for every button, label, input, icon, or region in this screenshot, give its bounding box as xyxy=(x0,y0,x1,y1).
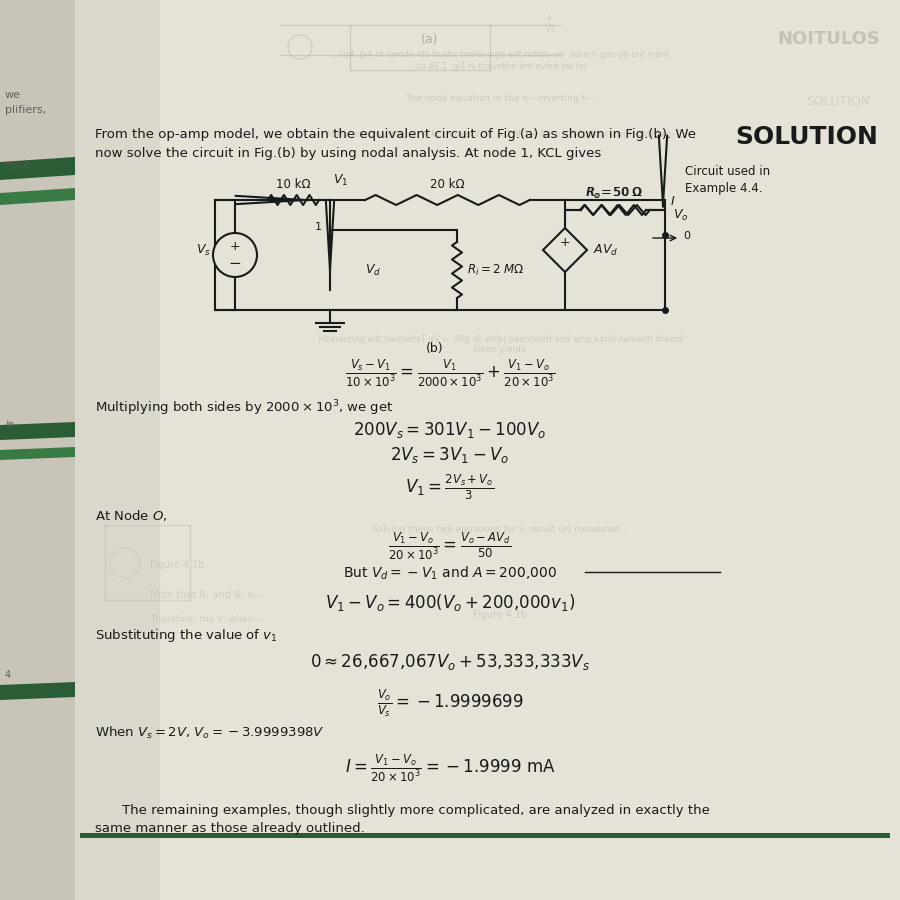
Polygon shape xyxy=(0,447,75,460)
Text: $V_1$: $V_1$ xyxy=(333,173,348,188)
Text: $V_1 = \frac{2V_s + V_o}{3}$: $V_1 = \frac{2V_s + V_o}{3}$ xyxy=(405,472,495,501)
Polygon shape xyxy=(75,0,900,900)
Text: plifiers,: plifiers, xyxy=(5,105,46,115)
Text: NOITULOS: NOITULOS xyxy=(778,30,880,48)
Text: $I$: $I$ xyxy=(670,195,675,208)
Polygon shape xyxy=(0,0,75,900)
Text: The remaining examples, though slightly more complicated, are analyzed in exactl: The remaining examples, though slightly … xyxy=(105,804,710,817)
Text: Circuit used in
Example 4.4.: Circuit used in Example 4.4. xyxy=(685,165,770,195)
Polygon shape xyxy=(0,188,75,205)
Text: 10 kΩ: 10 kΩ xyxy=(276,178,310,191)
Text: From the op-amp model, we obtain the equivalent circuit of Fig.(a) as shown in F: From the op-amp model, we obtain the equ… xyxy=(95,128,696,141)
Text: ...lig4 .gi4 ot nwode ets tiustic tnelevinge ent niztdo ew ,leborn gns-go ent mo: ...lig4 .gi4 ot nwode ets tiustic tnelev… xyxy=(331,50,670,59)
Text: $R_o = 50\ \Omega$: $R_o = 50\ \Omega$ xyxy=(586,186,643,201)
Text: Note that R, and R, a---: Note that R, and R, a--- xyxy=(150,590,264,600)
Text: $V_1 - V_o = 400(V_o + 200{,}000v_1)$: $V_1 - V_o = 400(V_o + 200{,}000v_1)$ xyxy=(325,592,575,613)
Text: +: + xyxy=(230,240,240,254)
Polygon shape xyxy=(543,228,587,272)
Text: Multiplying both sides by $2000 \times 10^3$, we get: Multiplying both sides by $2000 \times 1… xyxy=(95,398,393,418)
Text: $V_s$: $V_s$ xyxy=(195,242,211,257)
Text: 1: 1 xyxy=(314,222,321,232)
Polygon shape xyxy=(75,0,160,900)
Text: (b): (b) xyxy=(427,342,444,355)
Text: SOLUTION: SOLUTION xyxy=(806,95,870,108)
Text: At the noninverting V, + KCL gives V, R, = 2 MΩ + AV, v, using four-- with 4kΩ t: At the noninverting V, + KCL gives V, R,… xyxy=(326,130,674,139)
Text: $AV_d$: $AV_d$ xyxy=(593,242,618,257)
Text: Figure 4.1b: Figure 4.1b xyxy=(150,560,204,570)
Text: Solving these two equations for v, result (b) measured...: Solving these two equations for v, resul… xyxy=(372,525,628,534)
Text: $R_o = 50\ \Omega$: $R_o = 50\ \Omega$ xyxy=(585,186,643,201)
Text: $\frac{V_s - V_1}{10 \times 10^3} = \frac{V_1}{2000 \times 10^3} + \frac{V_1 - V: $\frac{V_s - V_1}{10 \times 10^3} = \fra… xyxy=(345,357,555,389)
Text: 20 kΩ: 20 kΩ xyxy=(430,178,464,191)
Text: Hlterecting edt,swoledtsT dV = ,Mlg dh dt(b) paootendt and emp k4nh nementl them: Hlterecting edt,swoledtsT dV = ,Mlg dh d… xyxy=(318,335,682,344)
Text: 0: 0 xyxy=(683,231,690,241)
Text: SOLUTION: SOLUTION xyxy=(735,125,878,149)
Text: Figure 4.1b: Figure 4.1b xyxy=(472,610,527,620)
Bar xyxy=(80,833,890,838)
Text: The node equation in the n---inverting t---: The node equation in the n---inverting t… xyxy=(405,94,595,103)
Circle shape xyxy=(213,233,257,277)
Text: .os 4E.1 .gi4 ni tnevethe ent evlee ew (s): .os 4E.1 .gi4 ni tnevethe ent evlee ew (… xyxy=(414,62,587,71)
Text: $V_d$: $V_d$ xyxy=(365,263,381,277)
Polygon shape xyxy=(0,157,75,180)
Text: tions yields: tions yields xyxy=(474,345,526,354)
Text: nput: nput xyxy=(5,160,31,170)
Text: At Node $O,$: At Node $O,$ xyxy=(95,508,167,523)
Text: Substituting the value of $v_1$: Substituting the value of $v_1$ xyxy=(95,627,278,644)
Text: in: in xyxy=(5,420,14,430)
Text: now solve the circuit in Fig.(b) by using nodal analysis. At node 1, KCL gives: now solve the circuit in Fig.(b) by usin… xyxy=(95,147,601,160)
Text: +: + xyxy=(545,14,554,24)
Text: $V_o$: $V_o$ xyxy=(673,208,689,222)
Text: −: − xyxy=(229,256,241,271)
Text: $I = \frac{V_1 - V_o}{20 \times 10^3} = -1.9999 \text{ mA}$: $I = \frac{V_1 - V_o}{20 \times 10^3} = … xyxy=(345,752,555,784)
Text: When $V_s = 2V$, $V_o = -3.9999398V$: When $V_s = 2V$, $V_o = -3.9999398V$ xyxy=(95,725,325,741)
Polygon shape xyxy=(0,422,75,440)
Polygon shape xyxy=(0,0,120,900)
Text: Vs: Vs xyxy=(545,24,557,34)
Text: same manner as those already outlined.: same manner as those already outlined. xyxy=(95,822,364,835)
Text: $R_i = 2\ M\Omega$: $R_i = 2\ M\Omega$ xyxy=(467,263,525,277)
Text: But $V_d = -V_1$ and $A = 200{,}000$: But $V_d = -V_1$ and $A = 200{,}000$ xyxy=(343,565,557,582)
Text: $200V_s = 301V_1 - 100V_o$: $200V_s = 301V_1 - 100V_o$ xyxy=(354,420,546,440)
Text: +: + xyxy=(560,236,571,248)
Text: (a): (a) xyxy=(421,33,439,46)
Text: $\frac{V_1 - V_o}{20 \times 10^3} = \frac{V_o - AV_d}{50}$: $\frac{V_1 - V_o}{20 \times 10^3} = \fra… xyxy=(389,530,511,562)
Text: 4: 4 xyxy=(5,670,11,680)
Text: we: we xyxy=(5,90,21,100)
Polygon shape xyxy=(0,682,75,700)
Text: $\frac{V_o}{V_s} = -1.9999699$: $\frac{V_o}{V_s} = -1.9999699$ xyxy=(376,687,524,718)
Text: Therefore, the V, when---: Therefore, the V, when--- xyxy=(150,615,263,624)
Text: $0 \approx 26{,}667{,}067V_o + 53{,}333{,}333V_s$: $0 \approx 26{,}667{,}067V_o + 53{,}333{… xyxy=(310,652,590,672)
Text: $2V_s = 3V_1 - V_o$: $2V_s = 3V_1 - V_o$ xyxy=(391,445,509,465)
